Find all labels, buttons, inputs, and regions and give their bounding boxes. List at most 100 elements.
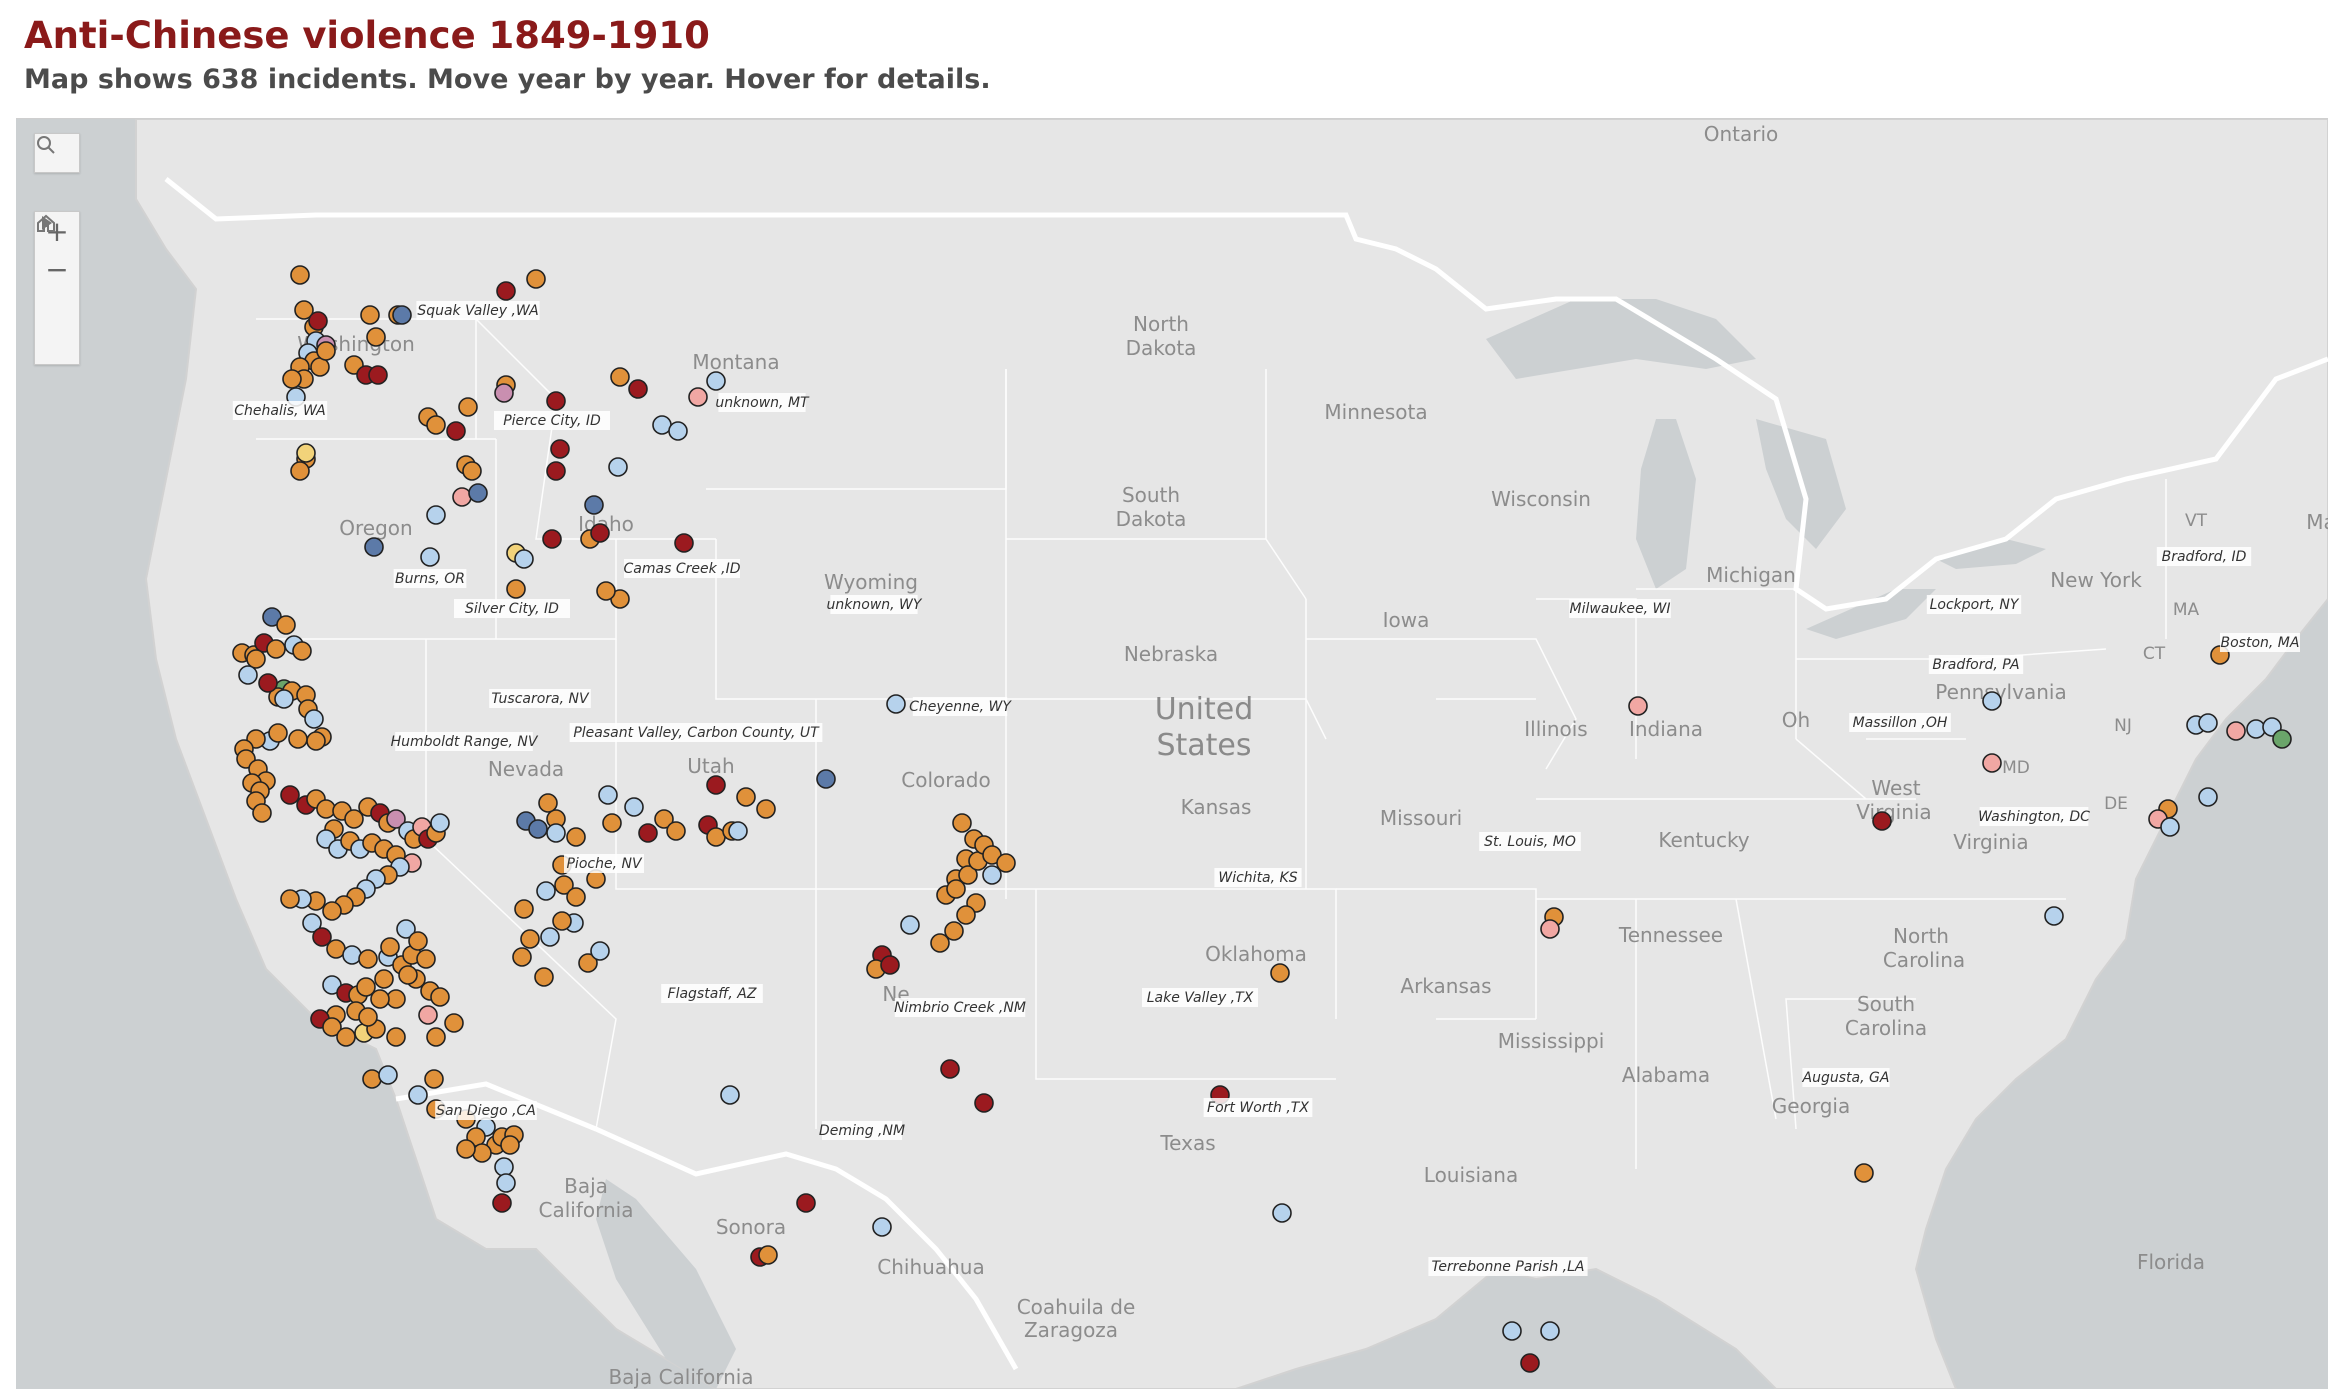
search-control[interactable] [34, 133, 80, 173]
incident-marker[interactable] [624, 797, 644, 817]
incident-marker[interactable] [1982, 691, 2002, 711]
incident-marker[interactable] [946, 879, 966, 899]
incident-marker[interactable] [294, 300, 314, 320]
play-icon[interactable] [35, 216, 79, 364]
incident-marker[interactable] [728, 821, 748, 841]
incident-marker[interactable] [316, 341, 336, 361]
incident-marker[interactable] [426, 415, 446, 435]
incident-marker[interactable] [590, 941, 610, 961]
incident-marker[interactable] [706, 371, 726, 391]
incident-marker[interactable] [952, 813, 972, 833]
incident-marker[interactable] [420, 547, 440, 567]
incident-marker[interactable] [602, 813, 622, 833]
incident-marker[interactable] [584, 495, 604, 515]
incident-marker[interactable] [528, 819, 548, 839]
incident-marker[interactable] [322, 1017, 342, 1037]
incident-marker[interactable] [654, 809, 674, 829]
incident-marker[interactable] [816, 769, 836, 789]
incident-marker[interactable] [552, 911, 572, 931]
incident-marker[interactable] [1272, 1203, 1292, 1223]
incident-marker[interactable] [246, 649, 266, 669]
incident-marker[interactable] [520, 929, 540, 949]
incident-marker[interactable] [446, 421, 466, 441]
home-icon[interactable] [35, 214, 79, 326]
incident-marker[interactable] [628, 379, 648, 399]
incident-marker[interactable] [526, 269, 546, 289]
incident-marker[interactable] [312, 927, 332, 947]
incident-marker[interactable] [1854, 1163, 1874, 1183]
incident-marker[interactable] [542, 529, 562, 549]
incident-marker[interactable] [370, 989, 390, 1009]
incident-marker[interactable] [1540, 1321, 1560, 1341]
incident-marker[interactable] [378, 1065, 398, 1085]
incident-marker[interactable] [496, 1173, 516, 1193]
incident-marker[interactable] [302, 913, 322, 933]
incident-marker[interactable] [430, 987, 450, 1007]
incident-marker[interactable] [538, 793, 558, 813]
incident-marker[interactable] [1872, 811, 1892, 831]
incident-marker[interactable] [494, 1157, 514, 1177]
incident-marker[interactable] [2198, 787, 2218, 807]
incident-marker[interactable] [266, 639, 286, 659]
incident-marker[interactable] [316, 799, 336, 819]
incident-marker[interactable] [308, 311, 328, 331]
incident-marker[interactable] [462, 461, 482, 481]
incident-marker[interactable] [566, 827, 586, 847]
incident-marker[interactable] [900, 915, 920, 935]
incident-marker[interactable] [322, 901, 342, 921]
incident-marker[interactable] [364, 537, 384, 557]
incident-marker[interactable] [536, 881, 556, 901]
incident-marker[interactable] [458, 397, 478, 417]
incident-marker[interactable] [596, 581, 616, 601]
incident-marker[interactable] [304, 709, 324, 729]
incident-marker[interactable] [598, 785, 618, 805]
incident-marker[interactable] [276, 615, 296, 635]
incident-marker[interactable] [666, 821, 686, 841]
incident-marker[interactable] [366, 327, 386, 347]
incident-marker[interactable] [468, 483, 488, 503]
incident-marker[interactable] [416, 949, 436, 969]
incident-marker[interactable] [610, 367, 630, 387]
incident-marker[interactable] [444, 1013, 464, 1033]
incident-marker[interactable] [940, 1059, 960, 1079]
incident-marker[interactable] [290, 461, 310, 481]
incident-marker[interactable] [578, 953, 598, 973]
incident-marker[interactable] [886, 694, 906, 714]
map-canvas[interactable]: OntarioNorthDakotaMinnesotaMontanaWashin… [16, 119, 2328, 1389]
incident-marker[interactable] [418, 1005, 438, 1025]
zoom-out-button[interactable]: − [45, 252, 69, 286]
incident-marker[interactable] [1982, 753, 2002, 773]
incident-marker[interactable] [930, 933, 950, 953]
incident-marker[interactable] [506, 579, 526, 599]
incident-marker[interactable] [238, 665, 258, 685]
incident-marker[interactable] [1520, 1353, 1540, 1373]
incident-marker[interactable] [996, 853, 1016, 873]
incident-marker[interactable] [2044, 906, 2064, 926]
incident-marker[interactable] [362, 1069, 382, 1089]
incident-marker[interactable] [358, 949, 378, 969]
incident-marker[interactable] [2272, 729, 2292, 749]
incident-marker[interactable] [974, 1093, 994, 1113]
incident-marker[interactable] [880, 955, 900, 975]
incident-marker[interactable] [944, 921, 964, 941]
incident-marker[interactable] [554, 875, 574, 895]
incident-marker[interactable] [496, 281, 516, 301]
incident-marker[interactable] [342, 945, 362, 965]
incident-marker[interactable] [408, 931, 428, 951]
incident-marker[interactable] [492, 1193, 512, 1213]
incident-marker[interactable] [2246, 719, 2266, 739]
incident-marker[interactable] [274, 689, 294, 709]
incident-marker[interactable] [982, 865, 1002, 885]
incident-marker[interactable] [514, 899, 534, 919]
incident-marker[interactable] [360, 305, 380, 325]
incident-marker[interactable] [720, 1085, 740, 1105]
incident-marker[interactable] [2198, 713, 2218, 733]
incident-marker[interactable] [426, 505, 446, 525]
incident-marker[interactable] [296, 443, 316, 463]
incident-marker[interactable] [958, 865, 978, 885]
incident-marker[interactable] [452, 487, 472, 507]
incident-marker[interactable] [514, 549, 534, 569]
incident-marker[interactable] [380, 937, 400, 957]
incident-marker[interactable] [386, 1027, 406, 1047]
incident-marker[interactable] [426, 1027, 446, 1047]
